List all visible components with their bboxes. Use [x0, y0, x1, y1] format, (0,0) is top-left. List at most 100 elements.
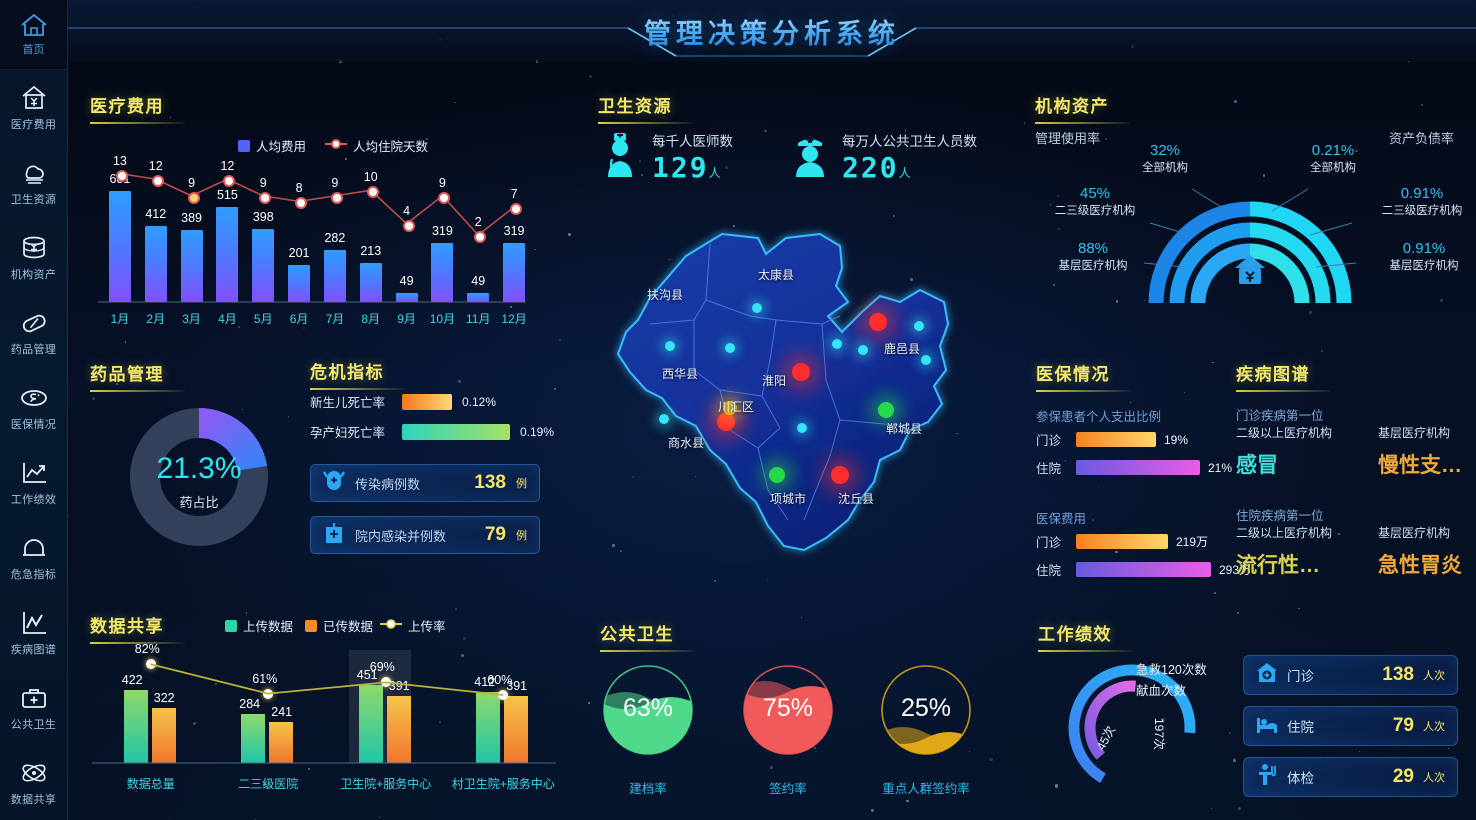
map-marker-green[interactable] — [769, 467, 785, 483]
map-marker-cyan[interactable] — [921, 355, 931, 365]
performance-donut[interactable] — [1062, 658, 1202, 798]
map-marker-cyan[interactable] — [665, 341, 675, 351]
map-marker-cyan[interactable] — [659, 414, 669, 424]
legend-avg-stay-days[interactable]: 人均住院天数 — [325, 136, 428, 155]
line-point[interactable] — [116, 170, 128, 182]
map-marker-red[interactable] — [831, 466, 849, 484]
sidebar-item-8[interactable]: 疾病图谱 — [0, 595, 67, 670]
ds-bar-uploaded[interactable] — [269, 722, 293, 763]
bar-9月[interactable] — [396, 293, 418, 302]
ds-bar-uploaded[interactable] — [504, 696, 528, 763]
map-marker-cyan[interactable] — [752, 303, 762, 313]
crisis-box-1[interactable]: 传染病例数 138 例 — [310, 464, 540, 502]
map-marker-cyan[interactable] — [914, 321, 924, 331]
perf-card-2[interactable]: 住院 79 人次 — [1243, 706, 1458, 746]
map-label[interactable]: 川汇区 — [718, 398, 754, 415]
sidebar-item-4[interactable]: 药品管理 — [0, 295, 67, 370]
map-marker-cyan[interactable] — [832, 339, 842, 349]
ds-line-point[interactable] — [146, 659, 156, 669]
map-label[interactable]: 西华县 — [662, 365, 698, 382]
bar-7月[interactable] — [324, 250, 346, 302]
sidebar-item-5[interactable]: 医保情况 — [0, 370, 67, 445]
disease-item-value[interactable]: 流行性… — [1236, 549, 1320, 579]
bar-11月[interactable] — [467, 293, 489, 302]
map-marker-red[interactable] — [792, 363, 810, 381]
ds-legend-3[interactable]: 上传率 — [380, 616, 446, 635]
disease-item-value[interactable]: 感冒 — [1236, 449, 1278, 479]
disease-item-value[interactable]: 急性胃炎 — [1378, 549, 1462, 579]
bar-10月[interactable] — [431, 243, 453, 302]
ds-bar-upload[interactable] — [476, 692, 500, 763]
map-marker-red[interactable] — [869, 313, 887, 331]
legend-avg-cost[interactable]: 人均费用 — [238, 136, 306, 155]
line-point[interactable] — [152, 175, 164, 187]
bar-12月[interactable] — [503, 243, 525, 302]
insurance-group2-label: 医保费用 — [1036, 508, 1086, 527]
capsule-pill-icon — [19, 308, 49, 336]
sidebar-item-9[interactable]: 公共卫生 — [0, 670, 67, 745]
ds-line-point[interactable] — [263, 689, 273, 699]
map-label[interactable]: 沈丘县 — [838, 490, 874, 507]
insurance-row-bar — [1076, 432, 1156, 447]
asset-right-percent: 0.91% — [1374, 240, 1474, 257]
sidebar-item-1[interactable]: 医疗费用 — [0, 70, 67, 145]
ds-legend-2[interactable]: 已传数据 — [305, 616, 373, 635]
bar-1月[interactable] — [109, 191, 131, 302]
medical-cost-chart[interactable]: 6011月134122月123893月95154月123985月92016月82… — [92, 160, 542, 338]
sidebar-item-6[interactable]: 工作绩效 — [0, 445, 67, 520]
data-share-chart[interactable]: 422 322 82% 数据总量 284 241 61% 二三级医院 451 391 69% 卫生院+… — [92, 650, 562, 795]
bar-3月[interactable] — [181, 230, 203, 302]
map-label[interactable]: 淮阳 — [762, 372, 786, 389]
bar-4月[interactable] — [216, 207, 238, 302]
line-point[interactable] — [223, 175, 235, 187]
line-point[interactable] — [295, 197, 307, 209]
bar-2月[interactable] — [145, 226, 167, 302]
sidebar-item-3[interactable]: 机构资产 — [0, 220, 67, 295]
insurance-row: 门诊 219万 — [1036, 532, 1208, 551]
insurance-row-bar — [1076, 534, 1168, 549]
line-point[interactable] — [438, 192, 450, 204]
map-marker-green[interactable] — [878, 402, 894, 418]
ds-bar-upload[interactable] — [124, 690, 148, 763]
perf-card-3[interactable]: 体检 29 人次 — [1243, 757, 1458, 797]
disease-item-value[interactable]: 慢性支… — [1378, 449, 1462, 479]
map-label[interactable]: 鹿邑县 — [884, 340, 920, 357]
stat-public-health-staff: 每万人公共卫生人员数 220人 — [788, 130, 977, 184]
crisis-box-unit: 例 — [516, 527, 527, 543]
line-point[interactable] — [367, 186, 379, 198]
ds-bar-uploaded[interactable] — [387, 696, 411, 763]
region-map[interactable]: 扶沟县 太康县西华县 淮阳 鹿邑县川汇区商水县 郸城县项城市 沈丘县 — [590, 220, 990, 600]
sidebar-item-7[interactable]: 危急指标 — [0, 520, 67, 595]
line-point[interactable] — [474, 231, 486, 243]
map-label[interactable]: 项城市 — [770, 490, 806, 507]
bar-8月[interactable] — [360, 263, 382, 302]
sidebar-item-home[interactable]: 首页 — [0, 0, 67, 70]
sidebar-item-10[interactable]: 数据共享 — [0, 745, 67, 820]
ds-bar-upload[interactable] — [241, 714, 265, 763]
sidebar-item-2[interactable]: 卫生资源 — [0, 145, 67, 220]
ds-bar-upload[interactable] — [359, 685, 383, 763]
line-point[interactable] — [331, 192, 343, 204]
ds-rate-value: 69% — [370, 660, 395, 674]
bar-5月[interactable] — [252, 229, 274, 302]
line-point[interactable] — [259, 192, 271, 204]
ds-bar-uploaded[interactable] — [152, 708, 176, 763]
map-label[interactable]: 太康县 — [758, 266, 794, 283]
line-point[interactable] — [188, 192, 200, 204]
disease-item-sub: 二级以上医疗机构 — [1236, 424, 1332, 441]
disease-group-header: 门诊疾病第一位 — [1236, 405, 1324, 424]
map-marker-red[interactable] — [717, 413, 735, 431]
map-marker-cyan[interactable] — [858, 345, 868, 355]
perf-card-1[interactable]: 门诊 138 人次 — [1243, 655, 1458, 695]
map-marker-cyan[interactable] — [725, 343, 735, 353]
line-point[interactable] — [510, 203, 522, 215]
map-marker-cyan[interactable] — [797, 423, 807, 433]
map-label[interactable]: 商水县 — [668, 434, 704, 451]
line-point[interactable] — [403, 220, 415, 232]
crisis-rate-row: 新生儿死亡率 0.12% — [310, 392, 496, 411]
crisis-box-2[interactable]: 院内感染并例数 79 例 — [310, 516, 540, 554]
ds-legend-1[interactable]: 上传数据 — [225, 616, 293, 635]
map-label[interactable]: 扶沟县 — [647, 286, 683, 303]
bar-6月[interactable] — [288, 265, 310, 302]
map-label[interactable]: 郸城县 — [886, 420, 922, 437]
